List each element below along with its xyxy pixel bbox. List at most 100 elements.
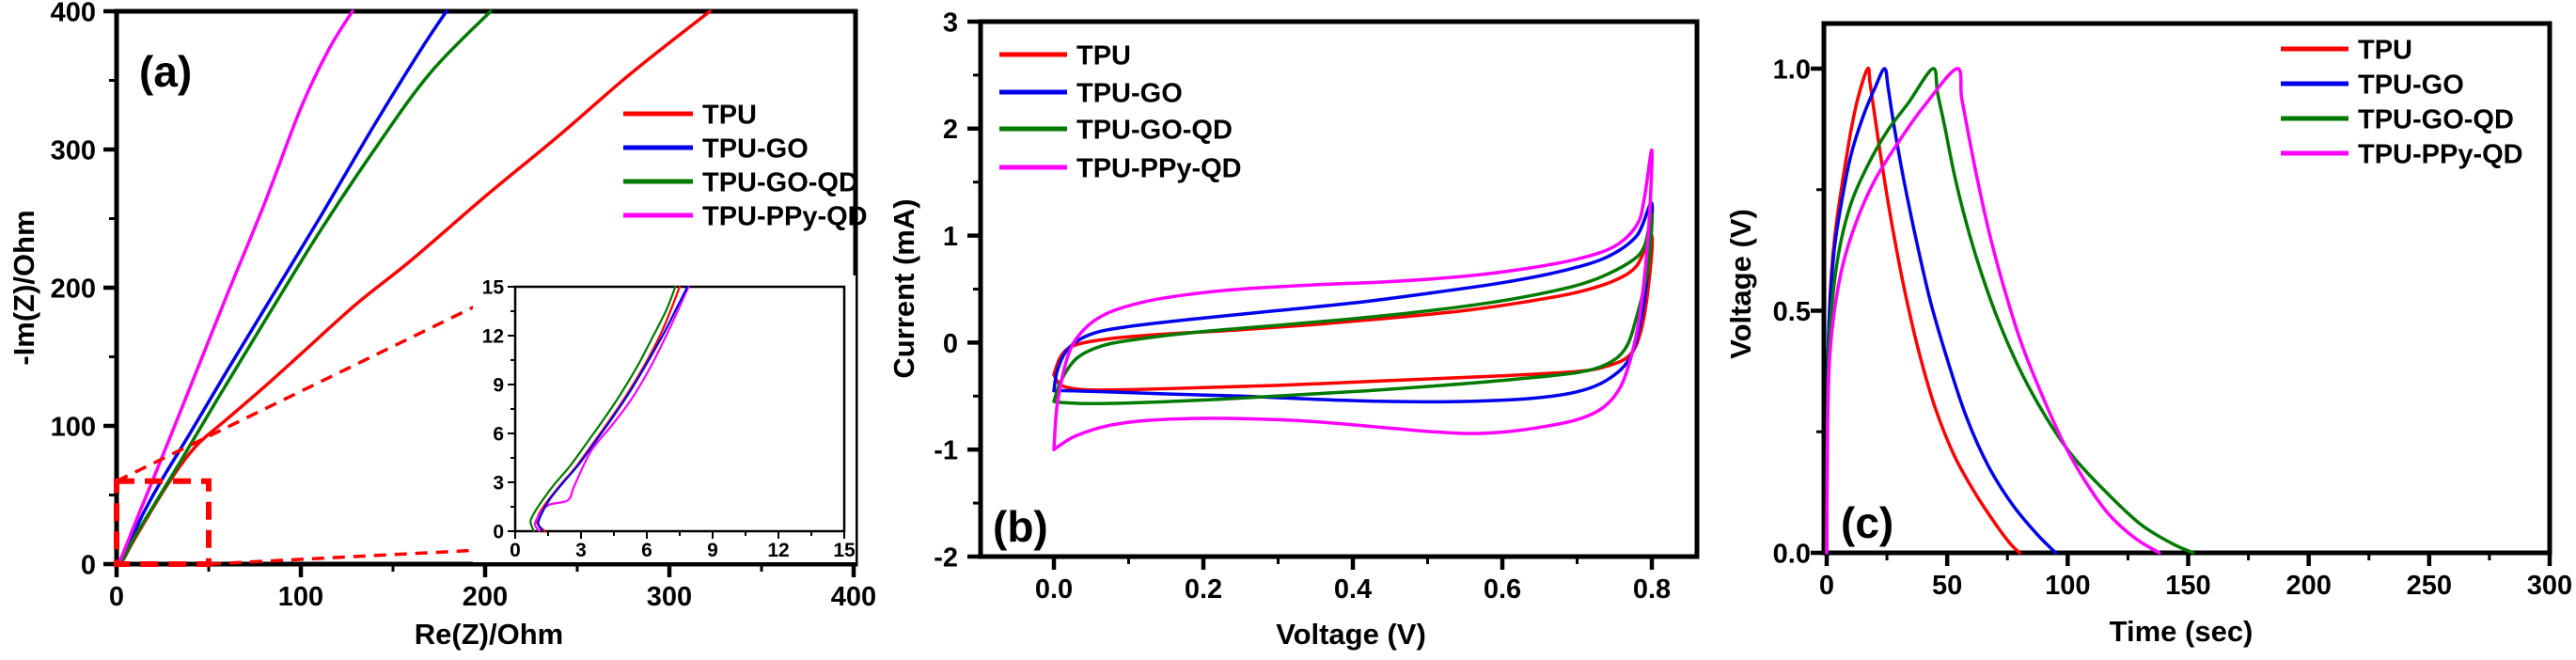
series-TPU-PPy-QD (1825, 67, 2161, 555)
legend: TPU TPU-GO TPU-GO-QD TPU-PPy-QD (2281, 35, 2523, 169)
panel-label-a: (a) (139, 47, 192, 96)
legend-label-TPU-GO-QD: TPU-GO-QD (702, 167, 858, 197)
x-tick-label: 50 (1932, 571, 1962, 601)
panel-a: 0 100 200 300 400 0 100 200 300 400 0 3 6 9 12 15 0 3 6 9 12… (8, 0, 876, 651)
panel-label-c: (c) (1841, 498, 1893, 547)
y-axis-title: Current (mA) (887, 198, 920, 378)
x-tick-label: 250 (2407, 571, 2452, 601)
zoom-region-box (114, 478, 212, 567)
curves (117, 9, 712, 566)
legend-item-TPU-PPy-QD: TPU-PPy-QD (999, 153, 1242, 183)
legend-item-TPU-GO: TPU-GO (623, 134, 809, 164)
legend-item-TPU: TPU (2281, 35, 2412, 65)
y-axis-title: Voltage (V) (1724, 209, 1757, 359)
x-tick-label: 6 (641, 540, 652, 561)
legend-item-TPU-GO-QD: TPU-GO-QD (999, 115, 1233, 145)
series-TPU (1052, 233, 1655, 392)
y-tick-label: 15 (482, 277, 505, 299)
series-TPU-GO-QD (118, 9, 493, 566)
y-tick-label: 1 (943, 222, 958, 252)
y-tick-label: 0.5 (1773, 297, 1811, 327)
x-tick-label: 300 (2527, 571, 2572, 601)
y-tick-label: 300 (51, 135, 96, 165)
legend-item-TPU-GO: TPU-GO (2281, 70, 2464, 100)
legend-label-TPU-GO-QD: TPU-GO-QD (2358, 104, 2514, 134)
legend-item-TPU-GO-QD: TPU-GO-QD (623, 167, 858, 197)
y-tick-label: 0.0 (1773, 539, 1811, 569)
zoom-connector-top (116, 285, 516, 483)
legend-label-TPU: TPU (2358, 35, 2412, 65)
legend-label-TPU-GO: TPU-GO (702, 134, 809, 164)
y-tick-label: 2 (943, 115, 958, 145)
y-tick-label: 6 (493, 424, 504, 446)
legend-item-TPU: TPU (623, 100, 757, 130)
legend-label-TPU-GO: TPU-GO (2358, 70, 2464, 100)
legend-item-TPU-PPy-QD: TPU-PPy-QD (623, 201, 868, 231)
x-tick-label: 400 (831, 582, 876, 612)
legend-label-TPU-PPy-QD: TPU-PPy-QD (1076, 153, 1242, 183)
x-tick-label: 0.4 (1334, 574, 1372, 605)
x-tick-label: 12 (767, 540, 789, 561)
series-TPU-GO-QD-inset (529, 285, 677, 533)
x-tick-label: 0.2 (1185, 574, 1222, 605)
x-tick-label: 0 (1819, 571, 1834, 601)
y-tick-label: 9 (493, 375, 504, 397)
axes-frame (1821, 21, 2552, 556)
y-tick-label: 100 (51, 412, 96, 442)
x-tick-label: 15 (833, 540, 856, 561)
y-tick-label: 0 (81, 550, 96, 580)
x-tick-label: 100 (278, 582, 323, 612)
y-tick-label: 12 (482, 326, 504, 348)
x-tick-label: 300 (647, 582, 692, 612)
series-TPU-PPy-QD (117, 9, 354, 566)
x-axis-title: Time (sec) (2110, 615, 2254, 648)
legend-item-TPU-GO-QD: TPU-GO-QD (2281, 104, 2514, 134)
legend-label-TPU: TPU (702, 100, 757, 130)
legend-label-TPU-GO-QD: TPU-GO-QD (1076, 115, 1233, 145)
legend-label-TPU: TPU (1076, 40, 1131, 71)
legend-item-TPU-GO: TPU-GO (999, 78, 1183, 108)
series-TPU-PPy-QD (1052, 148, 1654, 451)
legend-item-TPU: TPU (999, 40, 1131, 71)
x-tick-label: 150 (2165, 571, 2210, 601)
x-tick-label: 0 (109, 582, 124, 612)
curves (1825, 66, 2195, 555)
series-TPU-GO-QD (1825, 67, 2195, 555)
y-tick-label: -1 (934, 436, 958, 466)
inset-background (473, 275, 856, 562)
legend-label-TPU-PPy-QD: TPU-PPy-QD (702, 201, 868, 231)
x-tick-label: 0.6 (1484, 574, 1521, 605)
curves (1052, 148, 1655, 451)
y-axis-title: -Im(Z)/Ohm (8, 210, 40, 365)
x-tick-label: 3 (575, 540, 587, 561)
x-axis-title: Re(Z)/Ohm (415, 618, 563, 651)
x-tick-label: 9 (707, 540, 718, 561)
series-TPU-GO (118, 9, 448, 566)
panel-b: 0.0 0.2 0.4 0.6 0.8 -2 -1 0 1 2 3 TPU TPU-GO TPU-GO-Q… (887, 8, 1700, 651)
y-tick-label: -2 (934, 542, 958, 573)
y-tick-label: 0 (943, 329, 958, 359)
legend-label-TPU-PPy-QD: TPU-PPy-QD (2358, 139, 2523, 169)
y-tick-label: 200 (51, 274, 96, 304)
panel-label-b: (b) (993, 502, 1048, 551)
series-TPU-GO-QD (1052, 212, 1654, 406)
series-TPU-GO-inset (537, 285, 689, 531)
x-tick-label: 0.8 (1633, 574, 1671, 605)
x-tick-label: 200 (463, 582, 508, 612)
x-tick-label: 100 (2045, 571, 2090, 601)
x-axis-title: Voltage (V) (1276, 618, 1426, 651)
x-tick-label: 0 (510, 540, 521, 561)
series-TPU-PPy-QD-inset (533, 285, 690, 533)
y-tick-label: 1.0 (1773, 55, 1811, 85)
legend-label-TPU-GO: TPU-GO (1076, 78, 1183, 108)
y-tick-label: 400 (51, 0, 96, 27)
panel-c: 0 50 100 150 200 250 300 0.0 0.5 1.0 TPU TPU-GO TPU-… (1724, 21, 2572, 648)
y-tick-label: 3 (493, 473, 504, 495)
x-tick-label: 200 (2285, 571, 2331, 601)
legend-item-TPU-PPy-QD: TPU-PPy-QD (2281, 139, 2523, 169)
x-tick-label: 0.0 (1035, 574, 1073, 605)
inset-plot: 0 3 6 9 12 15 0 3 6 9 12 15 (473, 275, 856, 562)
